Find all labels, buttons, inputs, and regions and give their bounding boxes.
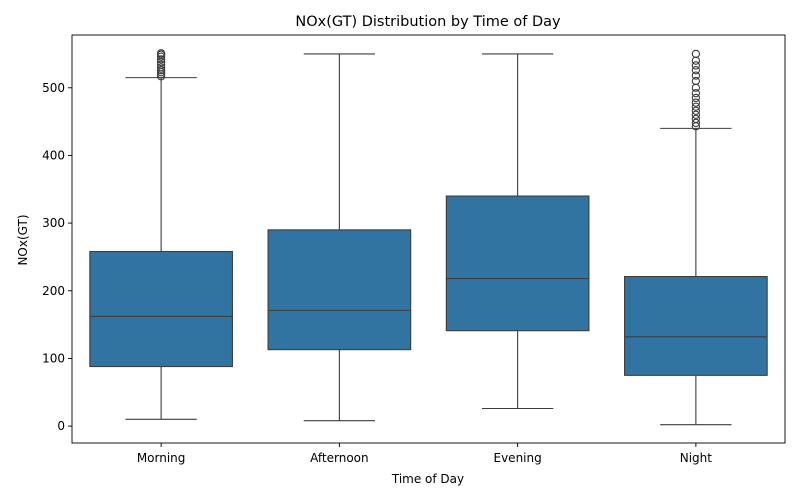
outlier-point bbox=[156, 66, 166, 75]
outlier-point bbox=[691, 71, 701, 80]
y-tick-label: 100 bbox=[42, 351, 65, 365]
outlier-point bbox=[691, 98, 701, 107]
outlier-point bbox=[691, 61, 701, 70]
box-morning bbox=[89, 250, 233, 368]
chart-title: NOx(GT) Distribution by Time of Day bbox=[295, 14, 561, 30]
outlier-point bbox=[691, 106, 701, 115]
x-tick-label: Afternoon bbox=[310, 451, 369, 465]
outlier-point bbox=[156, 63, 166, 72]
outlier-point bbox=[691, 93, 701, 103]
outlier-point bbox=[156, 60, 166, 69]
outlier-point bbox=[691, 76, 701, 86]
outlier-point bbox=[691, 89, 701, 98]
plot-area: 0 100 200 300 400 500 Morning Afternoon Evening N… bbox=[42, 34, 786, 465]
x-axis-label: Time of Day bbox=[391, 472, 464, 486]
y-tick-label: 300 bbox=[42, 216, 65, 230]
outlier-point bbox=[691, 110, 701, 119]
box-evening bbox=[445, 195, 590, 332]
y-tick-label: 400 bbox=[42, 148, 65, 162]
x-tick-label: Morning bbox=[137, 451, 186, 465]
y-tick-label: 500 bbox=[42, 81, 65, 95]
outlier-point bbox=[156, 55, 166, 64]
outlier-point bbox=[691, 56, 701, 65]
box-afternoon bbox=[267, 229, 412, 351]
outlier-point bbox=[691, 49, 701, 59]
outlier-point bbox=[691, 83, 701, 92]
outlier-point bbox=[691, 102, 701, 111]
x-tick-label: Night bbox=[680, 451, 713, 465]
outlier-point bbox=[156, 49, 166, 58]
y-tick-label: 200 bbox=[42, 284, 65, 298]
outlier-point bbox=[691, 66, 701, 75]
y-tick-label: 0 bbox=[57, 419, 65, 433]
y-axis-label: NOx(GT) bbox=[16, 214, 30, 265]
box-night bbox=[624, 276, 768, 376]
plot-frame bbox=[71, 34, 786, 444]
outlier-point bbox=[691, 118, 701, 128]
outlier-point bbox=[691, 114, 701, 124]
x-tick-label: Evening bbox=[494, 451, 542, 465]
